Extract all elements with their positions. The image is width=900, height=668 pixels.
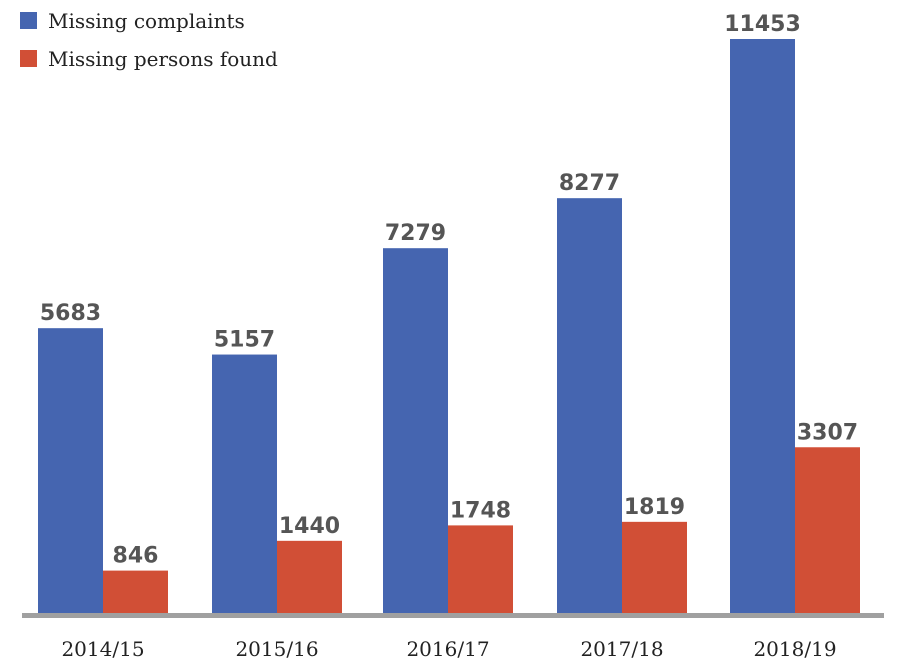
- x-tick-label: 2016/17: [406, 637, 489, 661]
- data-label: 1748: [450, 498, 511, 523]
- bar-found-2017-18: [622, 521, 687, 613]
- data-label: 5157: [214, 328, 275, 353]
- bar-complaints-2014-15: [38, 328, 103, 613]
- bar-complaints-2018-19: [730, 39, 795, 613]
- legend-swatch: [20, 50, 37, 67]
- bar-complaints-2017-18: [557, 198, 622, 613]
- bar-complaints-2016-17: [383, 248, 448, 613]
- legend-swatch: [20, 12, 37, 29]
- data-label: 3307: [797, 420, 858, 445]
- legend-label: Missing persons found: [48, 47, 278, 71]
- x-tick-label: 2017/18: [580, 637, 663, 661]
- data-label: 8277: [559, 171, 620, 196]
- x-tick-label: 2014/15: [61, 637, 144, 661]
- data-label: 1440: [279, 514, 340, 539]
- data-label: 1819: [624, 495, 685, 520]
- x-tick-label: 2018/19: [753, 637, 836, 661]
- data-label: 846: [113, 544, 159, 569]
- data-label: 7279: [385, 221, 446, 246]
- bar-found-2014-15: [103, 570, 168, 613]
- legend-label: Missing complaints: [48, 9, 245, 33]
- bar-found-2018-19: [795, 447, 860, 613]
- x-axis-line: [22, 613, 884, 618]
- bar-found-2015-16: [277, 540, 342, 613]
- bar-found-2016-17: [448, 525, 513, 613]
- bar-complaints-2015-16: [212, 354, 277, 613]
- data-label: 5683: [40, 301, 101, 326]
- x-tick-label: 2015/16: [235, 637, 318, 661]
- data-label: 11453: [724, 12, 801, 37]
